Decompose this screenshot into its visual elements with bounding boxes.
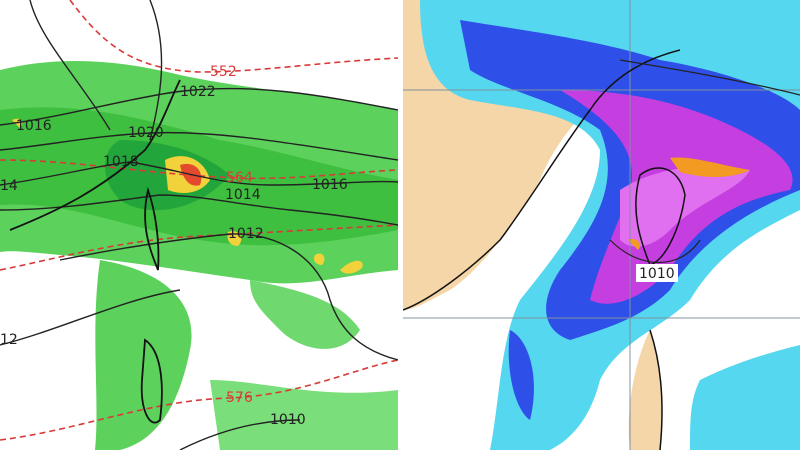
isobars (609, 59, 800, 263)
grid-lines (403, 0, 800, 450)
coastline (403, 49, 686, 450)
label-box (636, 264, 678, 282)
height-labels: 552 564 576 (210, 64, 253, 406)
panel-divider (398, 0, 403, 450)
height-label: 564 (226, 170, 253, 186)
coastline (9, 79, 181, 424)
height-contours (0, 0, 398, 441)
land (628, 330, 662, 450)
height-label: 552 (210, 64, 237, 80)
isobar-label: 1014 (225, 187, 261, 203)
isobar-label: 1016 (16, 118, 52, 134)
isobar-label: 1010 (270, 412, 306, 428)
isobar-labels: 1022 1016 1020 1018 1014 1016 1012 1010 … (0, 84, 348, 428)
precipitation (0, 60, 398, 450)
height-label: 576 (226, 390, 253, 406)
isobar-label: 12 (0, 332, 18, 348)
isobar-label: 1018 (103, 154, 139, 170)
isobar-label: 14 (0, 178, 18, 194)
right-panel: 1010 (403, 0, 800, 450)
isobar-label: 1016 (312, 177, 348, 193)
left-panel: 552 564 576 1022 1016 1020 1018 1014 101… (0, 0, 398, 450)
isobar-label: 1012 (228, 226, 264, 242)
isobar-label: 1010 (639, 266, 675, 282)
isobar-label: 1022 (180, 84, 216, 100)
isobar-label: 1020 (128, 125, 164, 141)
